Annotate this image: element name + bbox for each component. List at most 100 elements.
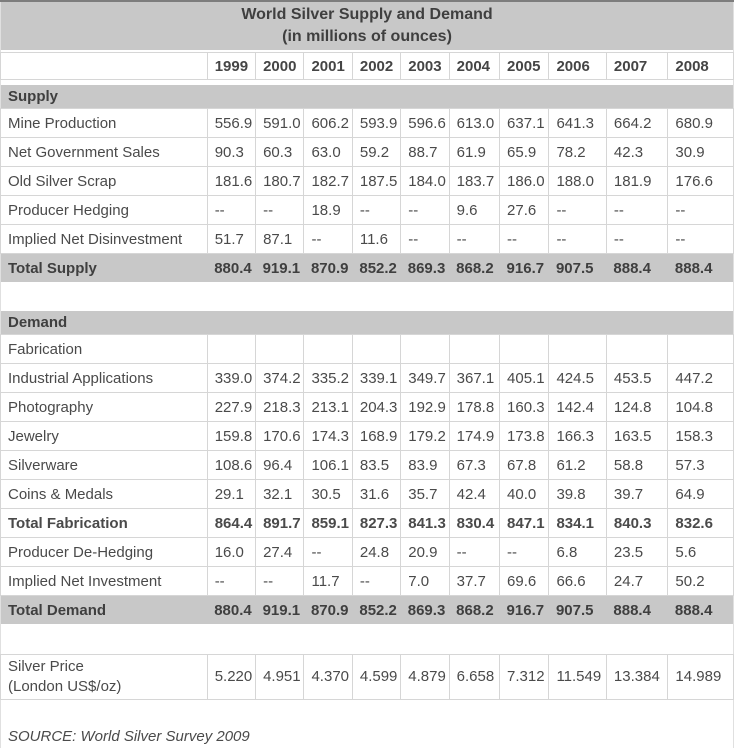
value-cell: 218.3 [255, 392, 305, 422]
value-cell: 168.9 [351, 421, 402, 451]
value-cell: 852.2 [352, 595, 401, 624]
spacer-cell [0, 699, 734, 724]
value-cell [605, 334, 669, 364]
value-cell: 832.6 [667, 508, 734, 538]
value-cell: 16.0 [206, 537, 257, 567]
price-value-cell: 4.599 [351, 654, 402, 700]
value-cell: -- [448, 537, 501, 567]
value-cell: 174.9 [448, 421, 501, 451]
value-cell: 637.1 [499, 108, 550, 138]
spacer-row [0, 624, 734, 655]
value-cell: 58.8 [605, 450, 669, 480]
value-cell: 90.3 [206, 137, 257, 167]
row-label: Implied Net Disinvestment [0, 224, 208, 254]
source-note: SOURCE: World Silver Survey 2009 [8, 727, 250, 745]
value-cell: 840.3 [605, 508, 669, 538]
value-cell [400, 334, 450, 364]
price-value-cell: 7.312 [499, 654, 550, 700]
value-cell: 66.6 [548, 566, 607, 596]
year-header-cell: 2001 [303, 52, 353, 80]
value-cell: 188.0 [548, 166, 607, 196]
row-label: Fabrication [0, 334, 208, 364]
value-cell: 42.4 [448, 479, 501, 509]
value-cell: -- [667, 224, 734, 254]
value-cell: 18.9 [303, 195, 353, 225]
value-cell: -- [303, 537, 353, 567]
table-body: 1999 2000 2001 2002 2003 2004 2005 2006 2007 2008… [0, 50, 734, 748]
value-cell: -- [448, 224, 501, 254]
row-label: Mine Production [0, 108, 208, 138]
value-cell: 61.2 [548, 450, 607, 480]
row-label: Net Government Sales [0, 137, 208, 167]
price-label-line: Silver Price [8, 658, 84, 675]
table-title: World Silver Supply and Demand (in milli… [0, 1, 734, 50]
value-cell: 67.8 [499, 450, 550, 480]
value-cell: 184.0 [400, 166, 450, 196]
source-note-row: SOURCE: World Silver Survey 2009 [1, 724, 734, 748]
value-cell: 349.7 [400, 363, 450, 393]
value-cell: 888.4 [667, 253, 734, 282]
row-label: Coins & Medals [0, 479, 208, 509]
value-cell: 335.2 [303, 363, 353, 393]
value-cell: 78.2 [548, 137, 607, 167]
value-cell: 841.3 [400, 508, 450, 538]
value-cell: 888.4 [606, 595, 668, 624]
table-row: Implied Net Investment -- -- 11.7 -- 7.0 37.7 6… [0, 566, 734, 596]
value-cell: 641.3 [548, 108, 607, 138]
value-cell: 88.7 [400, 137, 450, 167]
value-cell: 664.2 [605, 108, 669, 138]
value-cell: -- [400, 195, 450, 225]
value-cell: 182.7 [303, 166, 353, 196]
value-cell: 65.9 [499, 137, 550, 167]
price-value-cell: 4.951 [255, 654, 305, 700]
row-label: Total Supply [0, 253, 208, 282]
spacer-row [0, 50, 734, 53]
price-value-cell: 4.879 [400, 654, 450, 700]
value-cell: -- [605, 195, 669, 225]
value-cell: 213.1 [303, 392, 353, 422]
price-label-line: (London US$/oz) [8, 678, 122, 695]
spacer-row [0, 699, 734, 724]
value-cell [499, 334, 550, 364]
value-cell: 50.2 [667, 566, 734, 596]
value-cell: 60.3 [255, 137, 305, 167]
year-header-cell: 2006 [548, 52, 607, 80]
spacer-cell [0, 624, 734, 655]
value-cell: 870.9 [303, 253, 353, 282]
value-cell: 27.6 [499, 195, 550, 225]
total-row: Total Demand 880.4 919.1 870.9 852.2 869.3 868… [0, 595, 734, 624]
value-cell: -- [400, 224, 450, 254]
value-cell [667, 334, 734, 364]
value-cell: 11.6 [351, 224, 402, 254]
value-cell: -- [667, 195, 734, 225]
value-cell: 57.3 [667, 450, 734, 480]
value-cell: 869.3 [400, 595, 450, 624]
value-cell: 20.9 [400, 537, 450, 567]
value-cell: 919.1 [255, 595, 304, 624]
value-cell: -- [303, 224, 353, 254]
value-cell: 859.1 [303, 508, 353, 538]
value-cell: 174.3 [303, 421, 353, 451]
value-cell: 868.2 [449, 253, 500, 282]
value-cell: 830.4 [448, 508, 501, 538]
value-cell: 31.6 [351, 479, 402, 509]
value-cell: 204.3 [351, 392, 402, 422]
value-cell: 827.3 [351, 508, 402, 538]
value-cell: 166.3 [548, 421, 607, 451]
value-cell: -- [499, 224, 550, 254]
value-cell: 163.5 [605, 421, 669, 451]
year-header-cell: 2004 [448, 52, 501, 80]
value-cell: 374.2 [255, 363, 305, 393]
table-row: Photography 227.9 218.3 213.1 204.3 192.9 178.… [0, 392, 734, 422]
row-label: Producer Hedging [0, 195, 208, 225]
year-header-cell: 1999 [206, 52, 257, 80]
price-value-cell: 6.658 [448, 654, 501, 700]
value-cell: 864.4 [206, 508, 257, 538]
value-cell: -- [206, 566, 257, 596]
value-cell: 178.8 [448, 392, 501, 422]
value-cell: 87.1 [255, 224, 305, 254]
value-cell: 180.7 [255, 166, 305, 196]
value-cell: 192.9 [400, 392, 450, 422]
value-cell: 339.0 [206, 363, 257, 393]
spacer-cell [0, 282, 734, 311]
